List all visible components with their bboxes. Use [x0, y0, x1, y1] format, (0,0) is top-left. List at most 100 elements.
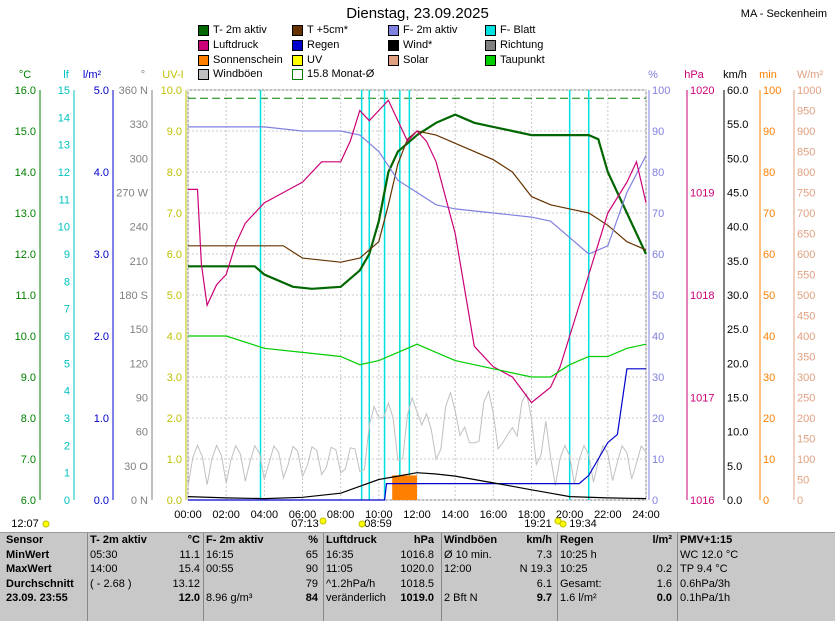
- stats-cell: 0.6hPa/3h: [680, 577, 731, 590]
- axis-tick-label: 80: [763, 167, 775, 179]
- legend-label: Sonnenschein: [213, 54, 283, 66]
- axis-tick-label: 2: [64, 440, 70, 452]
- axis-tick-label: 0.0: [727, 495, 742, 507]
- stats-cell: veränderlich: [326, 592, 386, 605]
- stats-row: 1.6 l/m² 0.0: [560, 591, 676, 606]
- axis-tick-label: 11.0: [15, 290, 36, 302]
- stats-value: hPa: [413, 534, 434, 546]
- legend-label: Luftdruck: [213, 39, 259, 51]
- axis-tick-label: 2.0: [167, 413, 182, 425]
- event-time-label: 12:07: [11, 518, 39, 530]
- legend-item: T +5cm*: [292, 24, 348, 36]
- axis-tick-label: 90: [136, 393, 148, 405]
- axis-tick-label: 20: [652, 413, 664, 425]
- axis-tick-label: 5: [64, 358, 70, 370]
- axis-unit: °C: [19, 69, 31, 81]
- stats-row: 0.1hPa/1h: [680, 591, 792, 606]
- stats-value: 12.0: [178, 592, 200, 605]
- axis-unit: hPa: [684, 69, 704, 81]
- stats-column: Luftdruck hPa 16:35 1016.8 11:05 1020.0 ^1.…: [326, 533, 438, 621]
- axis-tick-label: 60: [136, 427, 148, 439]
- axis-unit: km/h: [723, 69, 747, 81]
- time-tick-label: 02:00: [212, 509, 240, 521]
- stats-cell: 1.6 l/m²: [560, 592, 597, 605]
- stats-row: 2 Bft N 9.7: [444, 591, 556, 606]
- axis-tick-label: 0: [652, 495, 658, 507]
- time-tick-label: 24:00: [632, 509, 660, 521]
- axis-tick-label: 240: [130, 222, 148, 234]
- axis-tick-label: 10: [652, 454, 664, 466]
- stats-cell: Gesamt:: [560, 577, 602, 590]
- axis-tick-label: 150: [130, 324, 148, 336]
- legend-swatch: [485, 54, 496, 66]
- axis-tick-label: 750: [797, 188, 815, 200]
- legend-label: 15.8 Monat-Ø: [307, 68, 375, 80]
- sun-event-icon: [559, 520, 567, 528]
- axis-tick-label: 10.0: [727, 427, 748, 439]
- legend-swatch: [198, 54, 209, 66]
- axis-tick-label: 9: [64, 249, 70, 261]
- series-line: [188, 130, 647, 263]
- stats-value: 1020.0: [400, 563, 434, 576]
- axis-tick-label: 15.0: [15, 126, 36, 138]
- axis-tick-label: 10: [763, 454, 775, 466]
- axis-tick-label: 8.0: [21, 413, 36, 425]
- legend-label: F- Blatt: [500, 24, 536, 36]
- axis-tick-label: 400: [797, 331, 815, 343]
- axis-tick-label: 330: [130, 119, 148, 131]
- axis-tick-label: 10.0: [15, 331, 36, 343]
- legend-swatch: [198, 39, 209, 51]
- stats-cell: 10:25: [560, 563, 588, 576]
- stats-cell: 23.09. 23:55: [6, 592, 68, 605]
- stats-row: 05:30 11.1: [90, 548, 204, 563]
- stats-value: 0.0: [656, 592, 672, 605]
- axis-tick-label: 35.0: [727, 256, 748, 268]
- legend-swatch: [198, 68, 209, 80]
- axis-tick-label: 7: [64, 304, 70, 316]
- stats-value: 1018.5: [400, 577, 434, 590]
- stats-row: F- 2m aktiv%: [206, 533, 322, 548]
- legend-swatch: [198, 24, 209, 36]
- axis-tick-label: 100: [797, 454, 815, 466]
- station-name: MA - Seckenheim: [740, 8, 827, 20]
- weather-chart: 16.015.014.013.012.011.010.09.08.07.06.0…: [11, 69, 823, 530]
- axis-tick-label: 8: [64, 276, 70, 288]
- axis-tick-label: 55.0: [727, 119, 748, 131]
- stats-cell: 11:05: [326, 563, 353, 576]
- axis-unit: l/m²: [83, 69, 102, 81]
- axis-tick-label: 50: [652, 290, 664, 302]
- axis-tick-label: 7.0: [167, 208, 182, 220]
- time-tick-label: 10:00: [365, 509, 393, 521]
- legend-item: 15.8 Monat-Ø: [292, 68, 374, 80]
- legend-item: UV: [292, 54, 322, 66]
- time-tick-label: 22:00: [594, 509, 622, 521]
- stats-column: Regen l/m² 10:25 h 10:25 0.2 Gesamt: 1.6 1.…: [560, 533, 676, 621]
- axis-tick-label: 70: [763, 208, 775, 220]
- stats-row: PMV+1:15: [680, 533, 792, 548]
- stats-value: 84: [305, 592, 318, 605]
- stats-row: Durchschnitt: [6, 577, 88, 592]
- stats-row: 12:00 N 19.3: [444, 562, 556, 577]
- stats-cell: T- 2m aktiv: [90, 534, 147, 546]
- axis-tick-label: 600: [797, 249, 815, 261]
- stats-cell: Sensor: [6, 534, 44, 546]
- axis-tick-label: 360 N: [119, 85, 148, 97]
- axis-tick-label: 2.0: [94, 331, 109, 343]
- axis-tick-label: 13: [58, 140, 70, 152]
- stats-value: °C: [187, 534, 200, 546]
- event-time-label: 07:13: [291, 518, 319, 530]
- stats-row: 16:35 1016.8: [326, 548, 438, 563]
- legend-swatch: [292, 24, 303, 36]
- series-line: [188, 99, 647, 404]
- axis-tick-label: 1018: [690, 290, 714, 302]
- axis-tick-label: 40: [652, 331, 664, 343]
- axis-tick-label: 90: [763, 126, 775, 138]
- stats-value: 0.2: [656, 563, 672, 576]
- stats-column: Windböen km/h Ø 10 min. 7.3 12:00 N 19.3 6.…: [444, 533, 556, 621]
- sun-event-icon: [358, 520, 366, 528]
- stats-cell: 05:30: [90, 548, 118, 561]
- legend-item: Solar: [388, 54, 429, 66]
- stats-cell: 10:25 h: [560, 548, 597, 561]
- axis-tick-label: 270 W: [116, 188, 148, 200]
- stats-cell: 2 Bft N: [444, 592, 478, 605]
